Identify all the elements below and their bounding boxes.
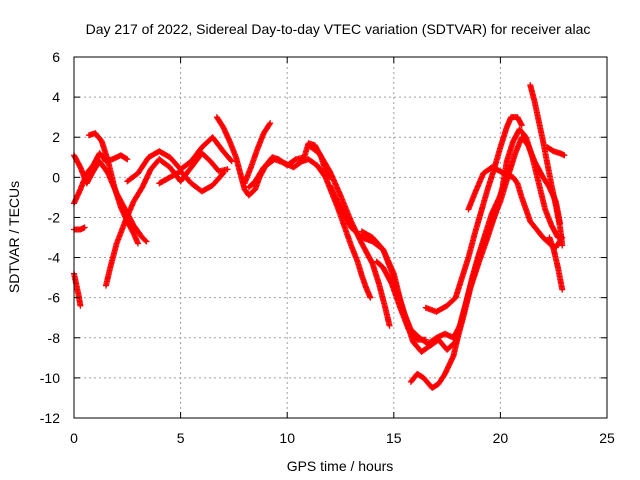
data-point	[123, 155, 130, 162]
y-tick-label: -6	[48, 290, 61, 306]
series-track-7	[124, 134, 235, 185]
data-point	[143, 238, 150, 245]
series-track-10	[241, 120, 274, 187]
y-tick-label: 0	[52, 169, 60, 185]
y-tick-label: -8	[48, 330, 61, 346]
series-track-8	[156, 168, 227, 195]
x-tick-labels: 0 5 10 15 20 25	[70, 430, 615, 446]
series-track-21	[544, 144, 568, 159]
chart-title: Day 217 of 2022, Sidereal Day-to-day VTE…	[86, 21, 591, 37]
data-point	[228, 158, 235, 165]
data-point	[142, 237, 149, 244]
y-tick-label: -10	[40, 370, 60, 386]
data-point	[386, 322, 393, 329]
y-tick-labels: 6 4 2 0 -2 -4 -6 -8 -10 -12	[40, 49, 60, 426]
y-tick-label: 6	[52, 49, 60, 65]
x-tick-label: 0	[70, 430, 78, 446]
series-track-16	[407, 126, 561, 391]
y-tick-label: 4	[52, 89, 60, 105]
data-point	[561, 152, 568, 159]
series-track-19	[527, 82, 566, 249]
x-tick-label: 5	[177, 430, 185, 446]
data-point	[266, 121, 273, 128]
data-points	[71, 82, 568, 391]
data-point	[227, 157, 234, 164]
x-tick-label: 15	[386, 430, 402, 446]
grid	[74, 57, 607, 418]
y-axis-label: SDTVAR / TECUs	[6, 181, 22, 293]
x-tick-label: 10	[279, 430, 295, 446]
y-tick-label: -4	[48, 250, 61, 266]
x-tick-label: 20	[493, 430, 509, 446]
data-point	[134, 240, 141, 247]
data-point	[367, 294, 374, 301]
data-point	[224, 166, 231, 173]
series-track-15	[373, 258, 429, 343]
series-track-20	[546, 234, 566, 293]
plot-frame	[73, 56, 608, 419]
data-point	[81, 224, 88, 231]
data-point	[219, 171, 226, 178]
x-tick-label: 25	[599, 430, 615, 446]
data-point	[559, 286, 566, 293]
series-track-3	[85, 130, 141, 247]
data-point	[559, 242, 566, 249]
data-point	[124, 156, 131, 163]
x-axis-label: GPS time / hours	[287, 458, 394, 474]
y-tick-label: 2	[52, 129, 60, 145]
data-point	[77, 302, 84, 309]
data-point	[422, 336, 429, 343]
axis-ticks	[73, 56, 608, 419]
data-point	[220, 170, 227, 177]
series-track-6	[102, 150, 231, 289]
data-point	[267, 120, 274, 127]
y-tick-label: -12	[40, 410, 60, 426]
y-tick-label: -2	[48, 209, 61, 225]
data-point	[518, 122, 525, 129]
